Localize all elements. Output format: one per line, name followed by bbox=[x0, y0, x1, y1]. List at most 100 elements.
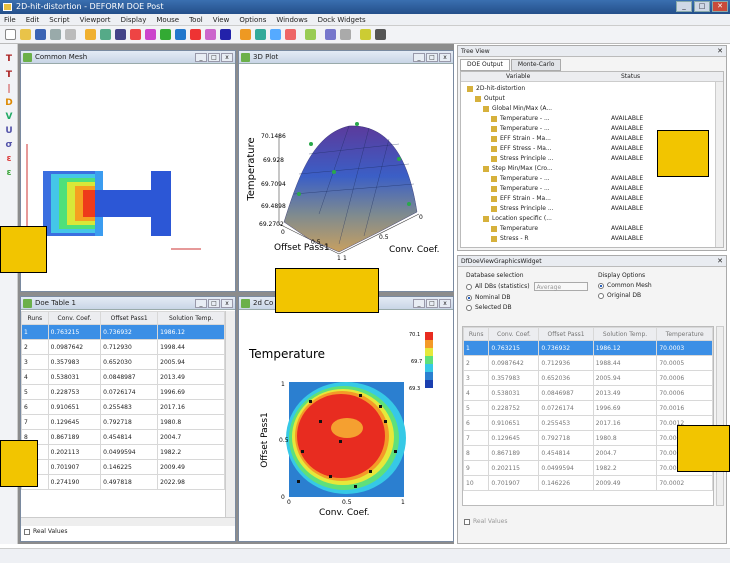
tree-item[interactable]: Temperature - ... bbox=[491, 174, 550, 184]
minimize-button[interactable]: _ bbox=[195, 299, 207, 308]
menu-tool[interactable]: Tool bbox=[189, 16, 203, 24]
table-cell[interactable]: 70.0003 bbox=[656, 340, 713, 356]
table-row[interactable]: 7 0.129645 0.792718 1980.8 70.0005 bbox=[463, 430, 713, 446]
table-cell[interactable]: 0.712936 bbox=[538, 355, 594, 371]
table-cell[interactable]: 0.652036 bbox=[538, 370, 594, 386]
axes-icon[interactable] bbox=[375, 29, 386, 40]
table-cell[interactable]: 0.538031 bbox=[47, 369, 102, 385]
tool-t2-icon[interactable]: T bbox=[5, 70, 13, 80]
save-icon[interactable] bbox=[35, 29, 46, 40]
table-cell[interactable]: 0.538031 bbox=[488, 385, 540, 401]
table-row[interactable]: 8 0.867189 0.454814 2004.7 bbox=[21, 429, 225, 445]
table-cell[interactable]: 2017.16 bbox=[592, 415, 658, 431]
graphics-widget-titlebar[interactable]: DfDoeViewGraphicsWidget ✕ bbox=[458, 256, 726, 267]
tool-d-icon[interactable]: D bbox=[5, 98, 13, 108]
table-cell[interactable]: 10 bbox=[463, 475, 490, 491]
table-row[interactable]: 8 0.867189 0.454814 2004.7 70.0005 bbox=[463, 445, 713, 461]
table-cell[interactable]: 1980.8 bbox=[157, 414, 225, 430]
minimize-button[interactable]: _ bbox=[413, 53, 425, 62]
vertical-scrollbar[interactable] bbox=[225, 311, 235, 517]
nominal-db-option[interactable]: Nominal DB bbox=[466, 294, 588, 301]
tree-item[interactable]: Temperature - ... bbox=[491, 114, 550, 124]
tool-eps-icon[interactable]: ε bbox=[6, 154, 12, 164]
table-cell[interactable]: 2017.16 bbox=[157, 399, 225, 415]
common-mesh-radio[interactable] bbox=[598, 282, 604, 289]
tree-item[interactable]: Temperature bbox=[491, 224, 538, 234]
table-cell[interactable]: 0.0846987 bbox=[538, 385, 594, 401]
table-cell[interactable]: 3 bbox=[21, 354, 49, 370]
plot3d-titlebar[interactable]: 3D Plot _ □ x bbox=[239, 51, 453, 64]
selected-db-option[interactable]: Selected DB bbox=[466, 304, 588, 311]
table-cell[interactable]: 1982.2 bbox=[157, 444, 225, 460]
tree-item[interactable]: EFF Stress - Ma... bbox=[491, 144, 552, 154]
table-cell[interactable]: 0.0987642 bbox=[47, 339, 102, 355]
column-header[interactable]: Runs bbox=[21, 311, 49, 325]
graphics-table-scrollbar[interactable] bbox=[716, 326, 724, 506]
table-cell[interactable]: 2 bbox=[21, 339, 49, 355]
table-cell[interactable]: 0.146226 bbox=[538, 475, 594, 491]
column-header[interactable]: Solution Temp. bbox=[157, 311, 225, 325]
column-header[interactable]: Conv. Coef. bbox=[47, 311, 102, 325]
close-button[interactable]: x bbox=[221, 53, 233, 62]
tree-item[interactable]: Location specific (... bbox=[483, 214, 552, 224]
menu-view[interactable]: View bbox=[212, 16, 230, 24]
view-side-icon[interactable] bbox=[255, 29, 266, 40]
restore-button[interactable]: □ bbox=[208, 299, 220, 308]
tree-item[interactable]: Temperature - ... bbox=[491, 124, 550, 134]
menu-viewport[interactable]: Viewport bbox=[79, 16, 111, 24]
table-cell[interactable]: 70.0006 bbox=[656, 370, 713, 386]
original-db-option[interactable]: Original DB bbox=[598, 292, 652, 299]
table-cell[interactable]: 0.274190 bbox=[47, 474, 102, 490]
table-cell[interactable]: 0.652030 bbox=[100, 354, 159, 370]
tree-item[interactable]: Output bbox=[475, 94, 505, 104]
plot-icon[interactable] bbox=[160, 29, 171, 40]
table-cell[interactable]: 0.736932 bbox=[538, 340, 594, 356]
table-cell[interactable]: 6 bbox=[463, 415, 490, 431]
table-cell[interactable]: 2005.94 bbox=[592, 370, 658, 386]
table-cell[interactable]: 0.129645 bbox=[47, 414, 102, 430]
table-cell[interactable]: 6 bbox=[21, 399, 49, 415]
average-select[interactable]: Average bbox=[533, 282, 588, 291]
table-cell[interactable]: 2 bbox=[463, 355, 490, 371]
table-row[interactable]: 5 0.228753 0.0726174 1996.69 bbox=[21, 384, 225, 400]
new-file-icon[interactable] bbox=[5, 29, 16, 40]
selected-db-radio[interactable] bbox=[466, 304, 472, 311]
graph-icon[interactable] bbox=[190, 29, 201, 40]
table-cell[interactable]: 3 bbox=[463, 370, 490, 386]
open-folder-icon[interactable] bbox=[20, 29, 31, 40]
gw-real-values-checkbox[interactable] bbox=[464, 518, 470, 525]
table-cell[interactable]: 0.910651 bbox=[47, 399, 102, 415]
tree-item[interactable]: Stress - R bbox=[491, 234, 529, 244]
table-row[interactable]: 4 0.538031 0.0846987 2013.49 70.0006 bbox=[463, 385, 713, 401]
table-cell[interactable]: 1996.69 bbox=[157, 384, 225, 400]
table-cell[interactable]: 0.497818 bbox=[100, 474, 159, 490]
table-cell[interactable]: 1998.44 bbox=[157, 339, 225, 355]
table-cell[interactable]: 0.129645 bbox=[488, 430, 540, 446]
table-row[interactable]: 1 0.763215 0.736932 1986.12 70.0003 bbox=[463, 340, 713, 356]
table-cell[interactable]: 0.454814 bbox=[538, 445, 594, 461]
tree-item[interactable]: 2D-hit-distortion bbox=[467, 84, 525, 94]
common-mesh-viewport[interactable] bbox=[21, 64, 235, 290]
nominal-db-radio[interactable] bbox=[466, 294, 472, 301]
tree-column-status[interactable]: Status bbox=[621, 73, 641, 80]
table-cell[interactable]: 8 bbox=[463, 445, 490, 461]
doe-table-titlebar[interactable]: Doe Table 1 _ □ x bbox=[21, 297, 235, 310]
minimize-button[interactable]: _ bbox=[676, 1, 692, 12]
select-icon[interactable] bbox=[85, 29, 96, 40]
column-header[interactable]: Conv. Coef. bbox=[488, 327, 540, 341]
chart-icon[interactable] bbox=[175, 29, 186, 40]
table-row[interactable]: 4 0.538031 0.0848987 2013.49 bbox=[21, 369, 225, 385]
table-cell[interactable]: 70.0016 bbox=[656, 400, 713, 416]
table-cell[interactable]: 9 bbox=[463, 460, 490, 476]
menu-edit[interactable]: Edit bbox=[25, 16, 40, 24]
grid-icon[interactable] bbox=[340, 29, 351, 40]
table-row[interactable]: 9 0.202115 0.0499594 1982.2 70.0017 bbox=[463, 460, 713, 476]
tree-item[interactable]: Stress Principle ... bbox=[491, 154, 554, 164]
menu-file[interactable]: File bbox=[4, 16, 16, 24]
table-cell[interactable]: 2009.49 bbox=[157, 459, 225, 475]
doe-table-container[interactable]: Runs Conv. Coef. Offset Pass1 Solution T… bbox=[21, 311, 225, 517]
contour-viewport[interactable]: Temperature Offset Pass1 Conv. Coef. 0 0… bbox=[239, 310, 453, 540]
tool-sigma-icon[interactable]: σ bbox=[5, 140, 13, 150]
